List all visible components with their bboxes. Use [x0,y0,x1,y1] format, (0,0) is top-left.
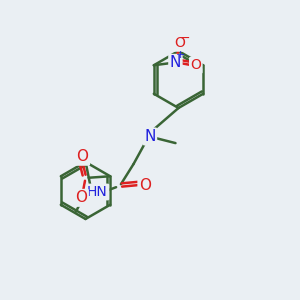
Text: −: − [180,32,190,44]
Text: N: N [144,129,156,144]
Text: O: O [139,178,151,193]
Text: HN: HN [87,185,108,199]
Text: O: O [175,36,185,50]
Text: O: O [76,149,88,164]
Text: O: O [75,190,87,205]
Text: O: O [190,58,201,72]
Text: N: N [170,55,181,70]
Text: +: + [176,50,185,60]
